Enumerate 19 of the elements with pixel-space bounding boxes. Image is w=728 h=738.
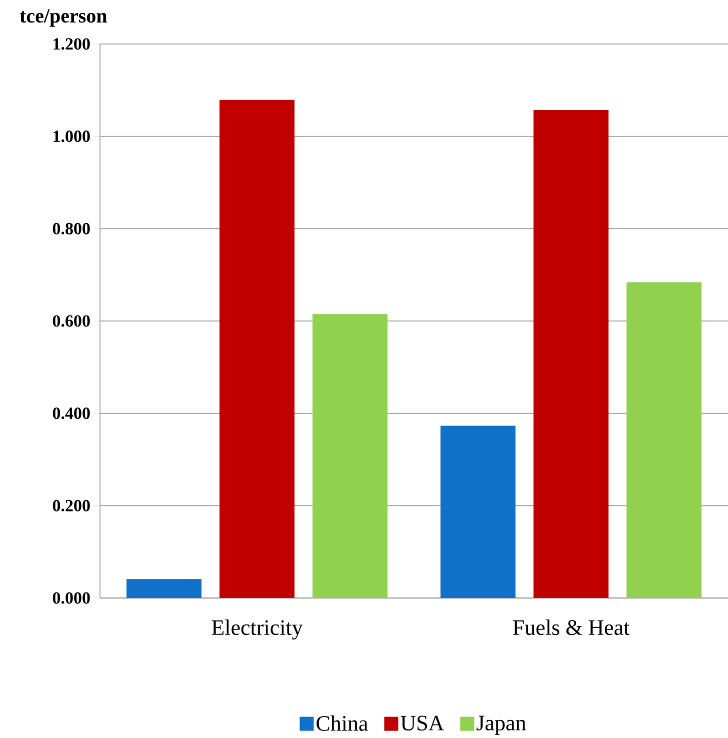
y-tick-label: 0.600 [52, 315, 90, 327]
legend-label: USA [400, 716, 444, 731]
y-tick-label: 0.400 [52, 408, 90, 420]
y-tick-label: 0.000 [52, 592, 90, 604]
bar [626, 282, 702, 598]
bar [312, 314, 388, 598]
x-tick-label: Electricity [212, 620, 303, 640]
legend-label: China [316, 715, 368, 731]
bar [440, 426, 516, 598]
y-tick-label: 0.800 [52, 222, 90, 234]
bar [220, 100, 295, 598]
y-axis-title: tce/person [20, 9, 107, 27]
y-tick-label: 1.200 [54, 38, 90, 50]
y-tick-label: 1.000 [54, 130, 90, 142]
bar [126, 579, 202, 598]
y-tick-label: 0.200 [52, 500, 90, 512]
bar [534, 110, 609, 598]
x-tick-label: Fuels & Heat [512, 620, 630, 635]
legend-label: Japan [476, 716, 526, 735]
